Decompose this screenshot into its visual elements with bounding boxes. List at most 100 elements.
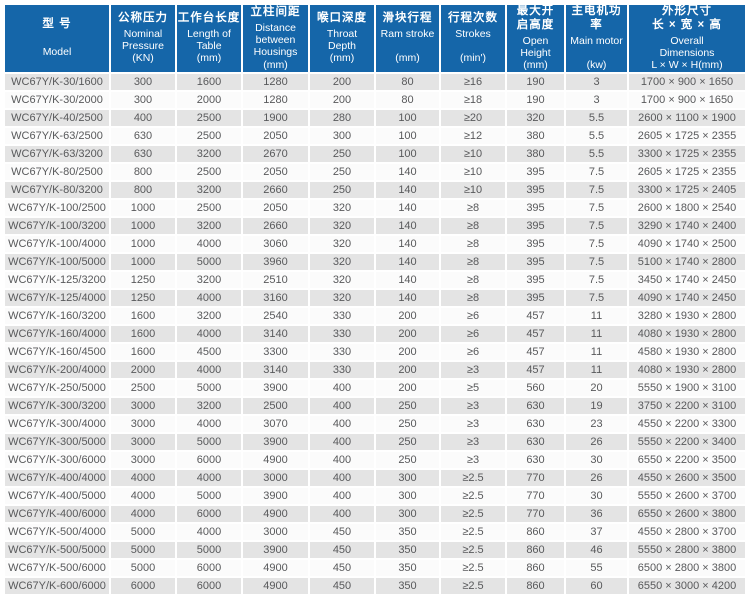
value-cell: 4090 × 1740 × 2500 — [629, 235, 745, 252]
value-cell: 457 — [507, 307, 564, 324]
value-cell: 3 — [566, 73, 627, 90]
column-header-zh: 工作台长度 — [177, 11, 241, 24]
value-cell: 3000 — [111, 451, 175, 468]
value-cell: 250 — [310, 181, 374, 198]
value-cell: 5000 — [111, 523, 175, 540]
value-cell: 1000 — [111, 253, 175, 270]
value-cell: ≥2.5 — [441, 505, 505, 522]
table-row: WC67Y/K-125/3200 1250 3200 2510 320 140 ≥8 395 7… — [5, 271, 745, 288]
value-cell: ≥10 — [441, 181, 505, 198]
header-row: 型 号 Model 公称压力 Nominal Pressure (KN) 工作台长度 L… — [5, 5, 745, 72]
value-cell: ≥2.5 — [441, 577, 505, 594]
value-cell: 2500 — [111, 379, 175, 396]
model-cell: WC67Y/K-100/4000 — [5, 235, 109, 252]
value-cell: 4000 — [177, 289, 241, 306]
value-cell: 7.5 — [566, 217, 627, 234]
value-cell: 1250 — [111, 289, 175, 306]
value-cell: ≥8 — [441, 271, 505, 288]
value-cell: ≥2.5 — [441, 469, 505, 486]
model-cell: WC67Y/K-80/3200 — [5, 181, 109, 198]
value-cell: 140 — [376, 253, 439, 270]
table-row: WC67Y/K-160/3200 1600 3200 2540 330 200 ≥6 457 1… — [5, 307, 745, 324]
column-header-zh: 滑块行程 — [382, 11, 433, 24]
value-cell: 1700 × 900 × 1650 — [629, 73, 745, 90]
value-cell: 330 — [310, 325, 374, 342]
value-cell: 4550 × 2600 × 3500 — [629, 469, 745, 486]
table-row: WC67Y/K-30/1600 300 1600 1280 200 80 ≥16 190 3 17… — [5, 73, 745, 90]
value-cell: 60 — [566, 577, 627, 594]
value-cell: 770 — [507, 505, 564, 522]
value-cell: 250 — [310, 145, 374, 162]
value-cell: 4090 × 1740 × 2450 — [629, 289, 745, 306]
value-cell: 400 — [310, 379, 374, 396]
table-row: WC67Y/K-80/2500 800 2500 2050 250 140 ≥10 395 7.… — [5, 163, 745, 180]
table-row: WC67Y/K-500/6000 5000 6000 4900 450 350 ≥2.5 86… — [5, 559, 745, 576]
value-cell: 3750 × 2200 × 3100 — [629, 397, 745, 414]
column-header-en: Ram stroke (mm) — [380, 27, 435, 65]
value-cell: 140 — [376, 199, 439, 216]
value-cell: 7.5 — [566, 199, 627, 216]
value-cell: 100 — [376, 145, 439, 162]
value-cell: 320 — [310, 289, 374, 306]
value-cell: 395 — [507, 217, 564, 234]
model-cell: WC67Y/K-300/4000 — [5, 415, 109, 432]
value-cell: 3060 — [243, 235, 308, 252]
value-cell: 4900 — [243, 505, 308, 522]
value-cell: 3000 — [111, 397, 175, 414]
value-cell: 1000 — [111, 217, 175, 234]
value-cell: 5000 — [177, 487, 241, 504]
value-cell: 5.5 — [566, 109, 627, 126]
value-cell: 2600 × 1800 × 2540 — [629, 199, 745, 216]
value-cell: 6550 × 2200 × 3500 — [629, 451, 745, 468]
value-cell: 300 — [376, 487, 439, 504]
value-cell: 395 — [507, 163, 564, 180]
model-cell: WC67Y/K-250/5000 — [5, 379, 109, 396]
column-header-zh: 最大开 启高度 — [516, 5, 555, 31]
value-cell: 395 — [507, 271, 564, 288]
table-row: WC67Y/K-100/3200 1000 3200 2660 320 140 ≥8 395 7… — [5, 217, 745, 234]
table-row: WC67Y/K-63/2500 630 2500 2050 300 100 ≥12 380 5.… — [5, 127, 745, 144]
value-cell: 860 — [507, 577, 564, 594]
value-cell: 3160 — [243, 289, 308, 306]
value-cell: 3300 — [243, 343, 308, 360]
value-cell: 1600 — [111, 325, 175, 342]
column-header-6: 行程次数 Strokes (min') — [441, 5, 505, 72]
value-cell: 380 — [507, 127, 564, 144]
value-cell: 457 — [507, 343, 564, 360]
value-cell: 2050 — [243, 127, 308, 144]
model-cell: WC67Y/K-300/5000 — [5, 433, 109, 450]
value-cell: 350 — [376, 559, 439, 576]
value-cell: 630 — [507, 433, 564, 450]
value-cell: 400 — [310, 433, 374, 450]
value-cell: ≥10 — [441, 163, 505, 180]
table-row: WC67Y/K-300/4000 3000 4000 3070 400 250 ≥3 630 2… — [5, 415, 745, 432]
model-cell: WC67Y/K-500/6000 — [5, 559, 109, 576]
value-cell: 2510 — [243, 271, 308, 288]
value-cell: 250 — [376, 397, 439, 414]
value-cell: 380 — [507, 145, 564, 162]
value-cell: 2000 — [177, 91, 241, 108]
column-header-5: 滑块行程 Ram stroke (mm) — [376, 5, 439, 72]
model-cell: WC67Y/K-400/5000 — [5, 487, 109, 504]
model-cell: WC67Y/K-400/4000 — [5, 469, 109, 486]
value-cell: 560 — [507, 379, 564, 396]
value-cell: 2500 — [177, 199, 241, 216]
value-cell: 4000 — [111, 487, 175, 504]
value-cell: 55 — [566, 559, 627, 576]
value-cell: 3000 — [243, 469, 308, 486]
value-cell: 46 — [566, 541, 627, 558]
table-row: WC67Y/K-600/6000 6000 6000 4900 450 350 ≥2.5 86… — [5, 577, 745, 594]
value-cell: 4500 — [177, 343, 241, 360]
value-cell: 4550 × 2800 × 3700 — [629, 523, 745, 540]
value-cell: 3450 × 1740 × 2450 — [629, 271, 745, 288]
model-cell: WC67Y/K-100/5000 — [5, 253, 109, 270]
value-cell: 3200 — [177, 271, 241, 288]
value-cell: ≥6 — [441, 343, 505, 360]
model-cell: WC67Y/K-160/3200 — [5, 307, 109, 324]
value-cell: 3 — [566, 91, 627, 108]
value-cell: 3900 — [243, 433, 308, 450]
column-header-1: 公称压力 Nominal Pressure (KN) — [111, 5, 175, 72]
value-cell: 395 — [507, 181, 564, 198]
value-cell: 4900 — [243, 451, 308, 468]
value-cell: 770 — [507, 469, 564, 486]
